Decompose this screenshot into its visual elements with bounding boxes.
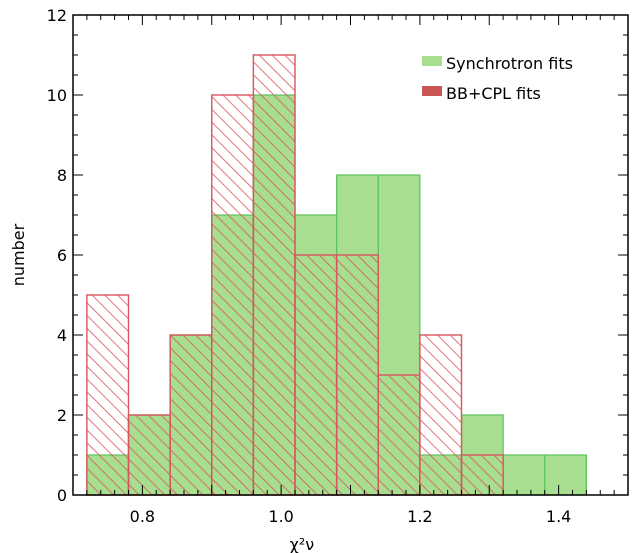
x-tick-label: 1.4 bbox=[546, 507, 571, 526]
x-axis-title: χ²ν bbox=[290, 535, 315, 553]
legend-label-synchrotron: Synchrotron fits bbox=[446, 54, 573, 73]
x-tick-label: 1.0 bbox=[268, 507, 293, 526]
bbcpl-bar bbox=[419, 334, 463, 496]
legend: Synchrotron fits BB+CPL fits bbox=[422, 54, 573, 103]
y-tick-labels: 0 2 4 6 8 10 12 bbox=[47, 6, 67, 505]
legend-swatch-bbcpl bbox=[422, 86, 442, 96]
bbcpl-bar bbox=[335, 254, 379, 496]
legend-swatch-synchrotron bbox=[422, 56, 442, 66]
y-tick-label: 10 bbox=[47, 86, 67, 105]
bbcpl-bar bbox=[294, 254, 338, 496]
y-tick-label: 8 bbox=[57, 166, 67, 185]
bbcpl-bar bbox=[169, 334, 213, 496]
bbcpl-bar bbox=[460, 454, 504, 496]
y-tick-label: 12 bbox=[47, 6, 67, 25]
axis-ticks bbox=[72, 14, 629, 496]
x-tick-label: 0.8 bbox=[130, 507, 155, 526]
y-tick-label: 0 bbox=[57, 486, 67, 505]
synchrotron-bar bbox=[502, 454, 546, 496]
bbcpl-bar bbox=[211, 94, 255, 496]
y-tick-label: 4 bbox=[57, 326, 67, 345]
synchrotron-bar bbox=[544, 454, 587, 496]
y-tick-label: 2 bbox=[57, 406, 67, 425]
y-tick-label: 6 bbox=[57, 246, 67, 265]
x-tick-label: 1.2 bbox=[407, 507, 432, 526]
bbcpl-bar bbox=[86, 294, 130, 496]
legend-label-bbcpl: BB+CPL fits bbox=[446, 84, 541, 103]
x-tick-labels: 0.8 1.0 1.2 1.4 bbox=[130, 507, 572, 526]
bbcpl-bar bbox=[127, 414, 171, 496]
bbcpl-bars bbox=[86, 54, 504, 496]
chi-symbol: χ²ν bbox=[290, 535, 315, 553]
bbcpl-bar bbox=[252, 54, 296, 496]
y-axis-title: number bbox=[9, 223, 28, 286]
bbcpl-bar bbox=[377, 374, 421, 496]
